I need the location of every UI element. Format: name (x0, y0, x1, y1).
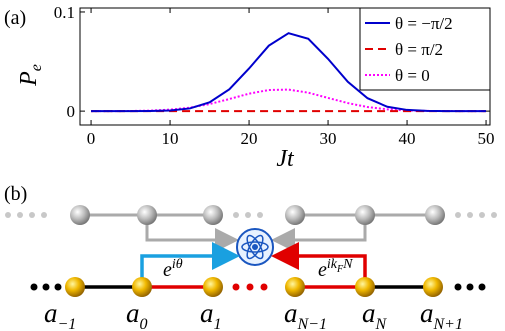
site-sub: 0 (140, 316, 148, 331)
phase-base: e (163, 259, 172, 281)
x-tick-label: 20 (241, 129, 258, 148)
site-label: aN (362, 298, 388, 331)
site-label: aN−1 (284, 298, 327, 331)
site-base: a (44, 298, 58, 328)
x-tick-label: 40 (399, 129, 416, 148)
grey-dots (5, 212, 497, 218)
site-sub: 1 (214, 316, 222, 331)
x-tick-label: 10 (162, 129, 179, 148)
y-label-sub: e (28, 64, 45, 71)
site-label: a1 (200, 298, 222, 331)
legend-label: θ = 0 (395, 66, 430, 85)
series-line (91, 32, 487, 113)
phase-label: eiθ (163, 257, 183, 281)
series-line (91, 88, 487, 113)
legend-label: θ = −π/2 (395, 14, 453, 33)
phase-sup-end: N (342, 257, 353, 272)
panel-label: (a) (4, 7, 26, 29)
y-tick-label: 0 (67, 102, 76, 121)
x-tick-label: 30 (320, 129, 337, 148)
x-axis-label: Jt (276, 146, 295, 172)
plot-area: 0 10 20 30 40 50 0 0.1 θ = −π/2 θ = π/2 θ = 0 (54, 3, 495, 148)
x-tick-label: 50 (478, 129, 495, 148)
phase-sup-sub: F (336, 264, 344, 275)
site-label: a−1 (44, 298, 76, 331)
grey-coupling (271, 225, 367, 252)
phase-label: eikFN (318, 257, 353, 281)
site-sub: N−1 (297, 316, 327, 331)
site-base: a (200, 298, 214, 328)
phase-sup: iθ (172, 257, 183, 272)
blue-coupling (140, 242, 240, 278)
site-sub: −1 (58, 316, 77, 331)
site-sub: N (375, 316, 388, 331)
y-axis-label: Pe (16, 64, 45, 87)
site-label: a0 (126, 298, 148, 331)
site-base: a (362, 298, 376, 328)
black-dots (30, 283, 486, 291)
diagram: (b) (4, 183, 497, 331)
red-dots (232, 283, 268, 291)
phase-base: e (318, 259, 327, 281)
site-label: aN+1 (420, 298, 463, 331)
x-tick-label: 0 (87, 129, 96, 148)
atom-icon (236, 228, 274, 266)
site-sub: N+1 (433, 316, 463, 331)
grey-coupling (145, 225, 239, 252)
red-coupling (271, 242, 367, 278)
sites (65, 277, 443, 297)
y-label-main: P (16, 71, 42, 87)
grey-sites (70, 205, 445, 225)
phase-sup: ik (327, 257, 338, 272)
y-tick-label: 0.1 (54, 3, 75, 22)
legend-label: θ = π/2 (395, 40, 443, 59)
panel-label: (b) (4, 183, 27, 205)
site-base: a (126, 298, 140, 328)
site-base: a (420, 298, 434, 328)
site-base: a (284, 298, 298, 328)
